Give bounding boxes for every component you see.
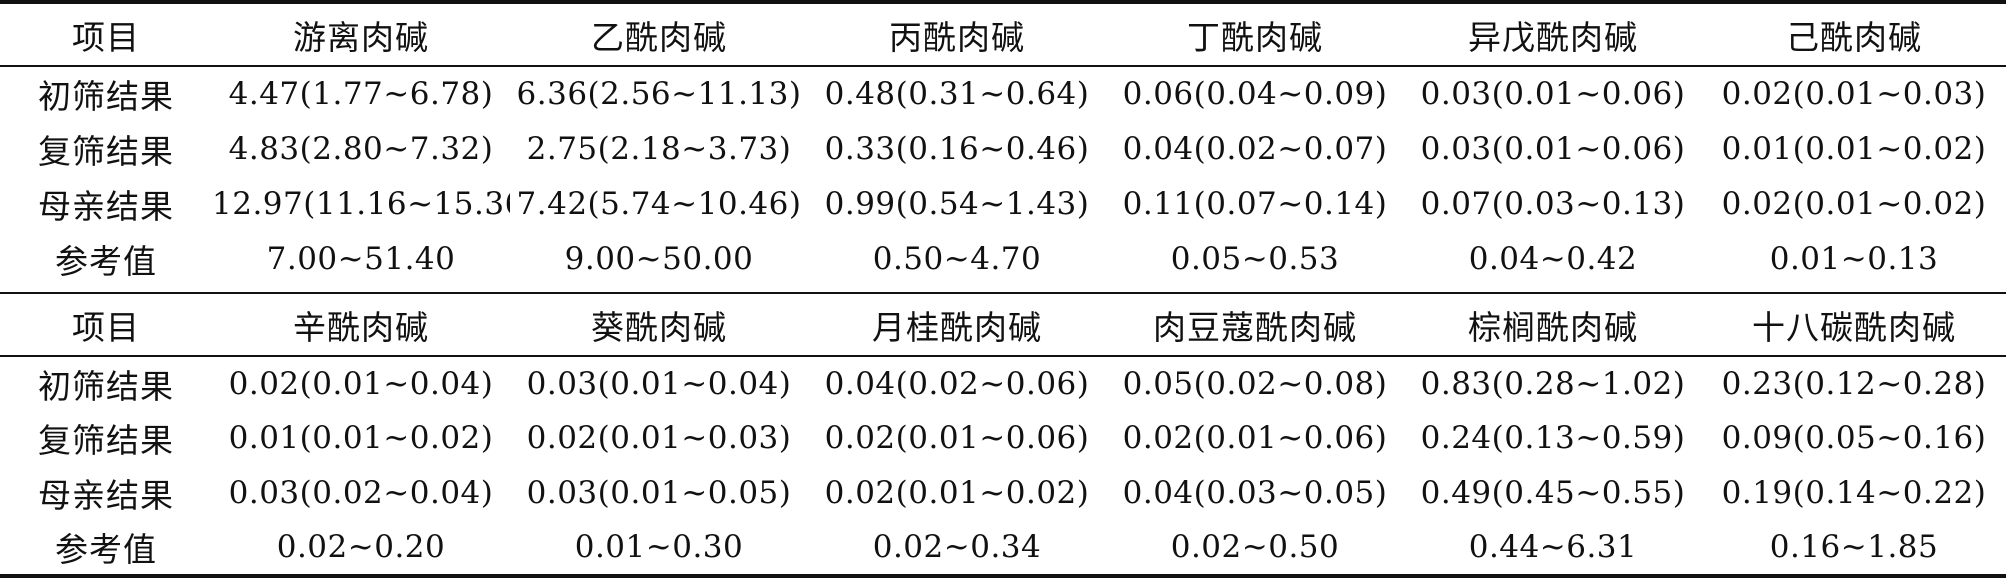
- table-cell: 0.03(0.01~0.05): [526, 475, 792, 512]
- table-row: 母亲结果 12.97(11.16~15.36) 7.42(5.74~10.46)…: [0, 176, 2006, 231]
- section-divider: [0, 286, 2006, 295]
- table-cell: 0.03(0.01~0.06): [1420, 76, 1686, 113]
- table-row: 初筛结果 4.47(1.77~6.78) 6.36(2.56~11.13) 0.…: [0, 66, 2006, 121]
- table-cell: 0.04(0.02~0.06): [824, 365, 1090, 402]
- table-cell: 0.04~0.42: [1468, 240, 1638, 277]
- table-cell: 0.02~0.20: [212, 520, 510, 578]
- row-label: 母亲结果: [38, 186, 174, 226]
- header-cell: 丁酰肉碱: [1106, 0, 1404, 68]
- table-cell: 0.01~0.30: [510, 520, 808, 578]
- header-cell: 十八碳酰肉碱: [1702, 293, 2006, 357]
- table-cell: 9.00~50.00: [564, 240, 754, 277]
- row-label: 初筛结果: [38, 366, 174, 406]
- table-cell: 0.01(0.01~0.02): [1721, 130, 1987, 167]
- row-label: 参考值: [0, 520, 212, 578]
- table-cell: 0.48(0.31~0.64): [824, 76, 1090, 113]
- section-divider-cell: [0, 286, 2006, 295]
- header-cell: 己酰肉碱: [1702, 0, 2006, 68]
- table-cell: 0.16~1.85: [1702, 520, 2006, 578]
- row-label: 参考值: [55, 241, 157, 281]
- table-cell: 0.33(0.16~0.46): [824, 130, 1090, 167]
- table-cell: 7.42(5.74~10.46): [516, 185, 802, 222]
- table-cell: 0.02(0.01~0.06): [824, 420, 1090, 457]
- table-header-row: 项目 游离肉碱 乙酰肉碱 丙酰肉碱 丁酰肉碱 异戊酰肉碱 己酰肉碱: [0, 0, 2006, 68]
- table-cell: 6.36(2.56~11.13): [516, 76, 802, 113]
- table-cell: 0.06(0.04~0.09): [1122, 76, 1388, 113]
- table-cell: 0.05(0.02~0.08): [1122, 365, 1388, 402]
- row-label: 复筛结果: [38, 131, 174, 171]
- table-cell: 0.09(0.05~0.16): [1721, 420, 1987, 457]
- table-cell: 0.44~6.31: [1404, 520, 1702, 578]
- table-cell: 0.02(0.01~0.04): [228, 365, 494, 402]
- table-cell: 4.47(1.77~6.78): [228, 76, 494, 113]
- table-row: 参考值 7.00~51.40 9.00~50.00 0.50~4.70 0.05…: [0, 231, 2006, 286]
- table-cell: 0.03(0.02~0.04): [228, 475, 494, 512]
- header-cell: 乙酰肉碱: [510, 0, 808, 68]
- table-cell: 0.03(0.01~0.06): [1420, 130, 1686, 167]
- table-cell: 12.97(11.16~15.36): [212, 185, 510, 222]
- table-cell: 0.01(0.01~0.02): [228, 420, 494, 457]
- table-cell: 0.02(0.01~0.03): [526, 420, 792, 457]
- table-row: 母亲结果 0.03(0.02~0.04) 0.03(0.01~0.05) 0.0…: [0, 466, 2006, 521]
- header-cell: 项目: [0, 0, 212, 68]
- table-cell: 0.19(0.14~0.22): [1721, 475, 1987, 512]
- table-cell: 0.04(0.03~0.05): [1122, 475, 1388, 512]
- table-cell: 0.05~0.53: [1170, 240, 1340, 277]
- table-cell: 0.49(0.45~0.55): [1420, 475, 1686, 512]
- table-cell: 0.02(0.01~0.02): [1721, 185, 1987, 222]
- header-cell: 葵酰肉碱: [510, 293, 808, 357]
- header-cell: 肉豆蔻酰肉碱: [1106, 293, 1404, 357]
- table-cell: 0.02~0.50: [1106, 520, 1404, 578]
- header-cell: 游离肉碱: [212, 0, 510, 68]
- table-cell: 0.02(0.01~0.02): [824, 475, 1090, 512]
- header-cell: 棕榈酰肉碱: [1404, 293, 1702, 357]
- table-cell: 2.75(2.18~3.73): [526, 130, 792, 167]
- table-header-row: 项目 辛酰肉碱 葵酰肉碱 月桂酰肉碱 肉豆蔻酰肉碱 棕榈酰肉碱 十八碳酰肉碱: [0, 293, 2006, 357]
- table-cell: 0.01~0.13: [1769, 240, 1939, 277]
- table-cell: 0.50~4.70: [872, 240, 1042, 277]
- table-cell: 0.04(0.02~0.07): [1122, 130, 1388, 167]
- table-cell: 0.11(0.07~0.14): [1122, 185, 1388, 222]
- header-cell: 丙酰肉碱: [808, 0, 1106, 68]
- table-row: 复筛结果 0.01(0.01~0.02) 0.02(0.01~0.03) 0.0…: [0, 411, 2006, 466]
- table-cell: 7.00~51.40: [266, 240, 456, 277]
- table-cell: 0.03(0.01~0.04): [526, 365, 792, 402]
- row-label: 复筛结果: [38, 421, 174, 461]
- header-cell: 异戊酰肉碱: [1404, 0, 1702, 68]
- table-cell: 0.02(0.01~0.06): [1122, 420, 1388, 457]
- table-row: 初筛结果 0.02(0.01~0.04) 0.03(0.01~0.04) 0.0…: [0, 356, 2006, 411]
- row-label: 初筛结果: [38, 77, 174, 117]
- table-row: 参考值 0.02~0.20 0.01~0.30 0.02~0.34 0.02~0…: [0, 520, 2006, 578]
- table-cell: 0.02(0.01~0.03): [1721, 76, 1987, 113]
- table-row: 复筛结果 4.83(2.80~7.32) 2.75(2.18~3.73) 0.3…: [0, 121, 2006, 176]
- row-label: 母亲结果: [38, 476, 174, 516]
- header-cell: 月桂酰肉碱: [808, 293, 1106, 357]
- table-cell: 0.02~0.34: [808, 520, 1106, 578]
- table-cell: 0.24(0.13~0.59): [1420, 420, 1686, 457]
- table-cell: 4.83(2.80~7.32): [228, 130, 494, 167]
- header-cell: 项目: [0, 293, 212, 357]
- table-cell: 0.83(0.28~1.02): [1420, 365, 1686, 402]
- table-cell: 0.07(0.03~0.13): [1420, 185, 1686, 222]
- table-cell: 0.23(0.12~0.28): [1721, 365, 1987, 402]
- table-cell: 0.99(0.54~1.43): [824, 185, 1090, 222]
- header-cell: 辛酰肉碱: [212, 293, 510, 357]
